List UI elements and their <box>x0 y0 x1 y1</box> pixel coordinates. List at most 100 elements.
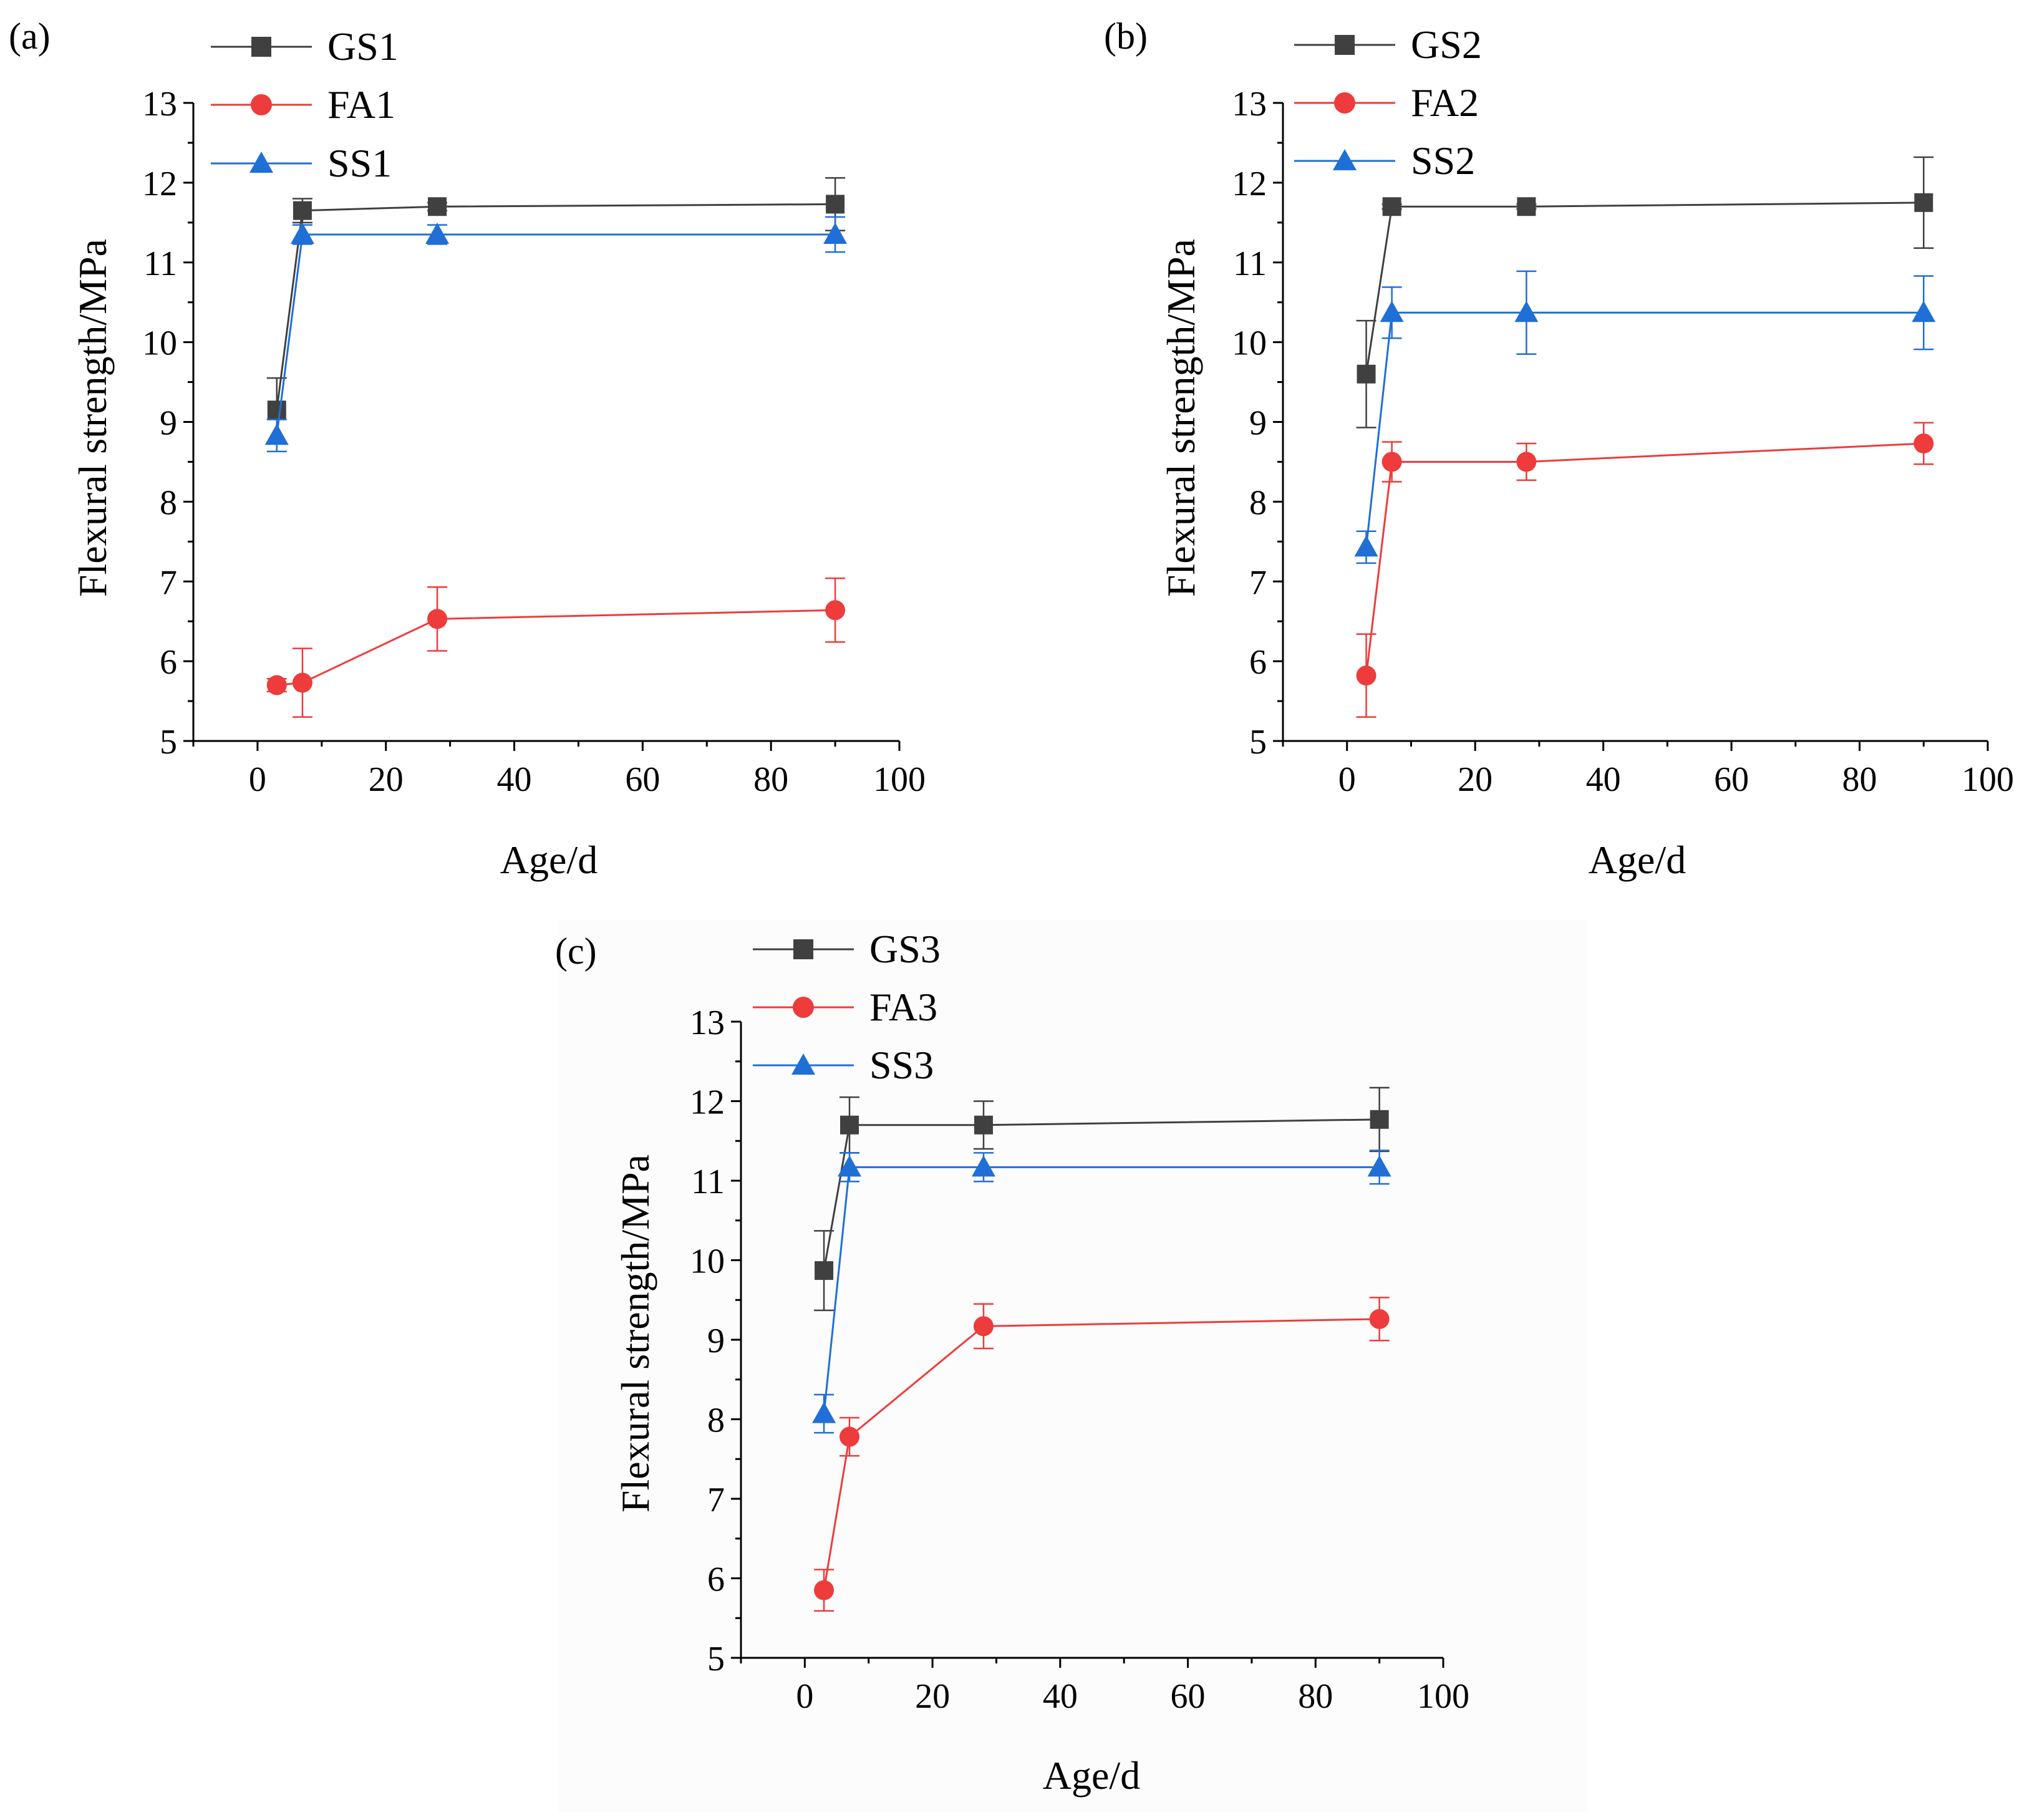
legend-label: FA3 <box>869 985 937 1029</box>
x-tick-label: 20 <box>1458 760 1493 799</box>
data-point-circle <box>1516 452 1537 472</box>
data-point-square <box>1357 364 1376 384</box>
y-tick-label: 8 <box>1249 483 1267 522</box>
x-tick-label: 80 <box>753 760 788 799</box>
legend-entry: GS2 <box>1294 22 1482 67</box>
series-line <box>823 1318 1380 1590</box>
legend-triangle-marker <box>249 152 273 173</box>
legend-label: FA1 <box>327 82 395 127</box>
series-GS2 <box>1356 156 1934 428</box>
y-tick-label: 11 <box>1233 244 1267 283</box>
data-point-square <box>1370 1110 1389 1129</box>
y-tick-label: 5 <box>160 723 177 762</box>
y-axis-title: Flexural strength/MPa <box>70 239 115 597</box>
y-tick-label: 7 <box>160 563 177 602</box>
plot-area: 5 6 7 8 9 10 11 12 13 0 20 40 60 80 100 <box>1232 85 2014 799</box>
legend-entry: FA3 <box>753 985 937 1029</box>
series-line <box>276 203 836 410</box>
x-tick-label: 60 <box>1171 1677 1206 1716</box>
data-point-square <box>1914 193 1933 212</box>
y-tick-label: 13 <box>690 1004 725 1042</box>
data-point-circle <box>1369 1309 1390 1329</box>
data-point-circle <box>427 609 448 629</box>
data-point-circle <box>1914 433 1934 454</box>
series-FA1 <box>266 577 846 718</box>
legend-square-marker <box>251 37 271 57</box>
plot-area: 5 6 7 8 9 10 11 12 13 0 20 40 60 80 100 <box>690 1004 1469 1716</box>
x-tick-label: 40 <box>1586 760 1621 799</box>
y-tick-label: 12 <box>1232 165 1267 203</box>
legend-circle-marker <box>1334 92 1355 114</box>
y-tick-label: 7 <box>1249 563 1267 602</box>
legend-entry: FA1 <box>211 82 395 127</box>
data-point-square <box>826 195 845 214</box>
x-tick-label: 0 <box>1338 760 1356 799</box>
panel-b: (b) Age/d Flexural strength/MPa GS2 FA2 <box>992 0 2037 886</box>
y-tick-label: 10 <box>1232 324 1267 363</box>
data-point-triangle <box>1367 1155 1391 1177</box>
y-tick-label: 5 <box>707 1640 725 1678</box>
legend-square-marker <box>1335 35 1355 55</box>
x-tick-label: 80 <box>1298 1677 1333 1716</box>
legend-circle-marker <box>251 94 272 115</box>
y-tick-label: 6 <box>160 643 177 682</box>
series-line <box>1365 442 1924 676</box>
x-tick-label: 40 <box>1043 1677 1078 1716</box>
legend-entry: SS2 <box>1294 138 1475 183</box>
legend-label: GS1 <box>327 24 399 69</box>
legend-entry: SS3 <box>753 1043 934 1087</box>
series-line <box>1365 311 1924 548</box>
x-tick-label: 20 <box>369 760 404 799</box>
legend: GS3 FA3 SS3 <box>753 927 941 1087</box>
y-axis-title: Flexural strength/MPa <box>613 1154 657 1513</box>
series-GS1 <box>266 177 846 443</box>
y-tick-label: 5 <box>1249 723 1267 762</box>
data-point-triangle <box>264 424 289 445</box>
legend-label: SS2 <box>1411 138 1475 183</box>
series-SS2 <box>1354 270 1936 564</box>
legend-triangle-marker <box>1333 149 1357 170</box>
y-tick-label: 9 <box>160 404 177 443</box>
y-tick-label: 7 <box>707 1481 725 1519</box>
data-point-triangle <box>838 1155 862 1177</box>
legend-entry: FA2 <box>1294 80 1479 125</box>
series-line <box>823 1118 1380 1271</box>
series-line <box>276 233 836 436</box>
data-point-triangle <box>1380 301 1404 322</box>
y-tick-label: 13 <box>1232 85 1267 123</box>
y-tick-label: 12 <box>142 165 177 203</box>
series-SS1 <box>264 216 848 453</box>
x-tick-label: 100 <box>1962 760 2014 799</box>
data-point-triangle <box>290 222 314 244</box>
data-point-triangle <box>971 1155 995 1177</box>
data-point-circle <box>825 600 846 621</box>
data-point-square <box>267 400 286 420</box>
data-point-circle <box>973 1316 994 1337</box>
x-tick-label: 0 <box>796 1677 813 1716</box>
x-tick-label: 20 <box>915 1677 950 1716</box>
data-point-circle <box>266 675 287 695</box>
y-tick-label: 11 <box>143 244 177 283</box>
legend-label: GS2 <box>1411 22 1482 67</box>
x-axis-title: Age/d <box>1589 838 1686 882</box>
legend-entry: GS1 <box>211 24 399 69</box>
x-tick-label: 100 <box>1417 1677 1469 1716</box>
legend-label: SS1 <box>327 141 392 185</box>
series-line <box>276 609 836 686</box>
y-tick-label: 6 <box>707 1561 725 1599</box>
data-point-square <box>1517 197 1536 216</box>
series-FA2 <box>1356 422 1934 718</box>
legend-label: FA2 <box>1411 80 1479 125</box>
data-point-triangle <box>1514 301 1539 322</box>
data-point-triangle <box>812 1401 836 1423</box>
x-axis-title: Age/d <box>500 838 598 882</box>
y-tick-label: 8 <box>160 483 177 522</box>
x-tick-label: 60 <box>625 760 660 799</box>
y-tick-label: 12 <box>690 1083 725 1122</box>
legend-square-marker <box>793 939 813 959</box>
panel-c: (c) Age/d Flexural strength/MPa GS3 FA3 <box>555 920 1587 1812</box>
panel-a: (a) Age/d Flexural strength/MPa GS1 FA1 <box>0 0 992 886</box>
x-tick-label: 0 <box>249 760 266 799</box>
y-tick-label: 6 <box>1249 643 1267 682</box>
